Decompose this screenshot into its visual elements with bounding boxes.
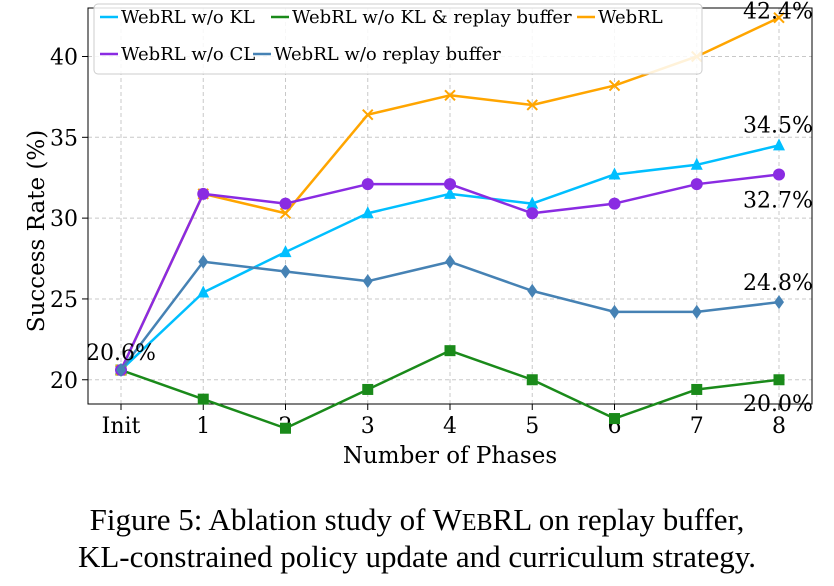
data-point <box>279 197 292 210</box>
data-point <box>608 197 621 210</box>
legend-entry: WebRL w/o CL <box>100 44 255 65</box>
y-tick-label: 35 <box>50 126 78 151</box>
data-point <box>445 254 455 269</box>
figure-caption-line-1: Figure 5: Ablation study of WEBRL on rep… <box>0 503 834 540</box>
y-tick-label: 25 <box>50 288 78 313</box>
x-tick-label: 7 <box>690 414 704 439</box>
x-tick-label: 4 <box>443 414 457 439</box>
data-point <box>608 167 621 180</box>
data-point <box>773 374 785 386</box>
axes: Init123456782025303540 <box>50 7 813 439</box>
data-point <box>444 186 456 199</box>
x-tick-label: 1 <box>196 414 210 439</box>
data-point <box>444 178 456 191</box>
data-label: 42.4% <box>743 0 813 25</box>
legend-label: WebRL w/o CL <box>121 44 255 65</box>
data-point <box>526 99 538 111</box>
y-tick-label: 40 <box>50 45 78 70</box>
data-point <box>362 274 373 289</box>
data-point <box>526 207 539 220</box>
data-point <box>608 79 621 92</box>
data-point <box>444 345 456 357</box>
line-chart: Init123456782025303540 42.4%34.5%32.7%24… <box>24 0 813 469</box>
data-point <box>691 383 703 395</box>
legend-entry: WebRL <box>577 7 663 28</box>
data-point <box>690 178 703 191</box>
data-point <box>691 304 702 319</box>
data-point <box>198 254 209 269</box>
data-point <box>773 11 785 24</box>
series-webrl-w-o-replay-buffer <box>116 254 784 378</box>
data-point <box>773 168 785 181</box>
data-point <box>280 264 291 279</box>
legend-label: WebRL w/o KL <box>121 7 255 28</box>
data-point <box>279 245 292 258</box>
y-axis-label: Success Rate (%) <box>24 130 50 332</box>
legend-label: WebRL <box>598 7 663 28</box>
data-label: 34.5% <box>743 113 813 138</box>
caption-suffix: on replay buffer, <box>531 502 745 537</box>
data-point <box>690 157 703 170</box>
legend: WebRL w/o KL WebRL w/o KL & replay buffer… <box>93 3 703 75</box>
data-point <box>197 285 210 298</box>
data-label: 32.7% <box>743 188 813 213</box>
data-label: 24.8% <box>743 271 813 296</box>
legend-entry: WebRL w/o KL & replay buffer <box>271 7 572 28</box>
data-point <box>279 207 292 219</box>
legend-box <box>93 3 703 75</box>
x-tick-label: 8 <box>772 414 786 439</box>
legend-label: WebRL w/o replay buffer <box>274 44 501 65</box>
caption-smallcaps: EB <box>461 510 493 536</box>
data-point <box>773 138 785 151</box>
x-tick-label: 3 <box>361 414 375 439</box>
data-point <box>361 206 374 219</box>
data-point <box>280 422 291 434</box>
series <box>115 11 785 434</box>
x-tick-label: 5 <box>525 414 539 439</box>
caption-prefix: Figure 5: Ablation study of W <box>89 502 462 537</box>
x-tick-label: Init <box>102 414 141 439</box>
y-tick-label: 30 <box>50 207 78 232</box>
data-point <box>774 295 784 310</box>
data-point <box>362 383 374 395</box>
caption-mid: RL <box>492 502 532 537</box>
series-webrl-w-o-cl <box>115 168 785 377</box>
data-point <box>609 413 620 425</box>
data-point <box>116 363 126 378</box>
data-point <box>526 196 539 209</box>
data-point <box>197 187 210 200</box>
data-label: 20.0% <box>743 392 813 417</box>
data-point <box>361 178 374 191</box>
data-point <box>362 108 374 121</box>
y-tick-label: 20 <box>50 369 78 394</box>
data-point <box>609 304 620 319</box>
data-point <box>197 393 209 405</box>
annotations: 42.4% 34.5% 32.7% 24.8% 20.0% 20.6% <box>86 0 813 417</box>
data-point <box>526 374 538 386</box>
data-label: 20.6% <box>86 341 156 366</box>
figure-caption-line-2: KL-constrained policy update and curricu… <box>77 539 757 574</box>
legend-label: WebRL w/o KL & replay buffer <box>292 7 572 28</box>
x-axis-label: Number of Phases <box>343 443 557 469</box>
legend-entry: WebRL w/o KL <box>100 7 255 28</box>
data-point <box>444 89 456 101</box>
data-point <box>527 283 538 298</box>
legend-entry: WebRL w/o replay buffer <box>253 44 501 65</box>
